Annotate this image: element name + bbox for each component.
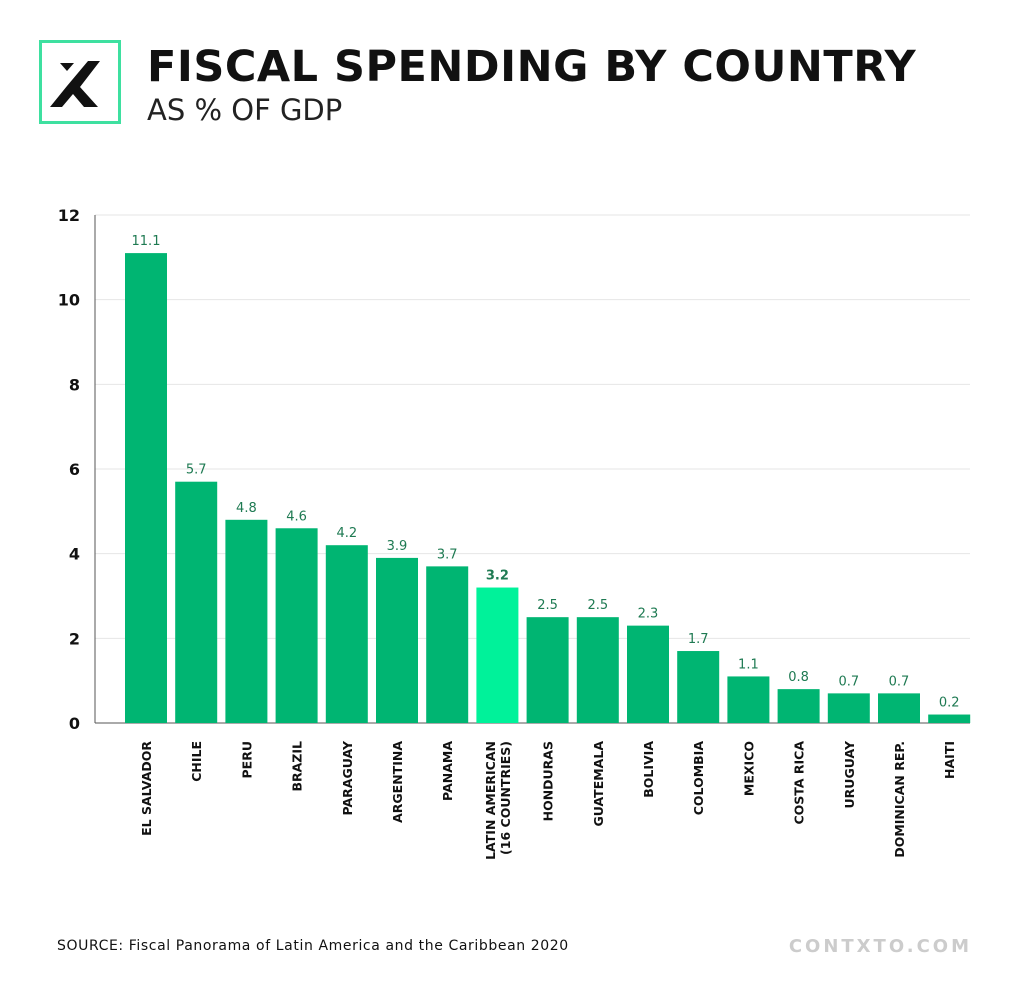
bar [175,481,218,723]
data-label: 2.5 [587,598,608,613]
logo [39,40,121,124]
y-tick-label: 12 [58,206,80,225]
data-label: 4.2 [336,526,357,541]
bar [727,676,770,723]
bar [827,693,870,723]
data-label: 3.9 [387,539,408,554]
bar [928,714,971,723]
y-tick-label: 8 [69,375,80,394]
y-tick-label: 10 [58,291,80,310]
brand-mark: CONTXTO.COM [788,936,972,957]
x-tick-label: CHILE [189,741,204,782]
x-tick-label: BRAZIL [290,741,305,792]
bar [777,689,820,723]
x-tick-label: EL SALVADOR [139,741,154,836]
data-label: 0.8 [788,670,809,685]
bar [878,693,920,723]
x-tick-label: COLOMBIA [691,741,706,816]
bar [526,617,569,723]
chart-subtitle: AS % OF GDP [147,93,343,127]
bar [426,566,469,723]
x-tick-label: LATIN AMERICAN [483,741,498,860]
x-tick-label: PERU [239,741,254,778]
data-label: 1.7 [688,632,709,647]
bar [576,617,619,723]
data-label: 0.7 [838,674,859,689]
bar [627,625,669,723]
data-label: 3.2 [486,569,509,584]
data-label: 2.3 [638,607,659,622]
bar [677,651,720,723]
x-tick-label: URUGUAY [842,740,857,808]
x-logo-icon [50,61,100,107]
x-tick-label: MEXICO [741,741,756,796]
chart-title: FISCAL SPENDING BY COUNTRY [147,42,917,92]
data-label: 11.1 [132,234,161,249]
bar [125,253,167,723]
x-tick-label: BOLIVIA [641,741,656,798]
x-tick-label: DOMINICAN REP. [892,741,907,858]
data-label: 1.1 [738,657,759,672]
x-tick-label: PARAGUAY [340,740,355,815]
y-tick-label: 2 [69,629,80,648]
data-label: 3.7 [437,547,458,562]
data-label: 4.6 [286,509,307,524]
x-tick-label: HAITI [942,741,957,779]
data-label: 0.7 [889,674,910,689]
y-tick-label: 4 [69,545,80,564]
bar [476,587,519,723]
data-label: 5.7 [186,463,207,478]
data-label: 0.2 [939,696,960,711]
data-label: 2.5 [537,598,558,613]
x-tick-label: HONDURAS [541,741,556,821]
y-tick-label: 0 [69,714,80,733]
data-label: 4.8 [236,501,257,516]
bar [225,519,268,723]
x-tick-label: COSTA RICA [792,741,807,825]
source-note: SOURCE: Fiscal Panorama of Latin America… [57,938,569,954]
x-tick-label: (16 COUNTRIES) [498,741,513,855]
bar [376,557,418,723]
bar [325,545,368,723]
y-tick-label: 6 [69,460,80,479]
x-tick-label: ARGENTINA [390,741,405,823]
bar [275,528,318,723]
x-tick-label: GUATEMALA [591,741,606,827]
x-tick-label: PANAMA [440,741,455,801]
